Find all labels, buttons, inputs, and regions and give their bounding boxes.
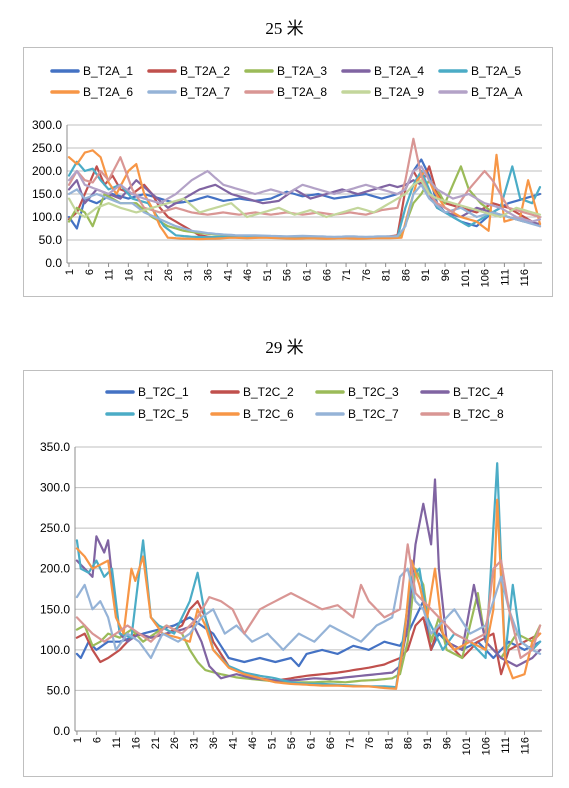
series-line-B_T2A_9: [67, 179, 542, 219]
y-tick-label: 300.0: [32, 118, 62, 132]
x-tick-label: 26: [163, 269, 175, 281]
x-tick-label: 21: [150, 737, 162, 749]
x-tick-label: 11: [104, 269, 116, 280]
x-tick-label: 46: [242, 269, 254, 281]
y-tick-label: 250.0: [32, 141, 62, 155]
y-tick-label: 100.0: [32, 210, 62, 224]
x-tick-label: 1: [72, 737, 84, 743]
legend-label: B_T2A_4: [374, 64, 424, 78]
x-tick-label: 51: [267, 737, 279, 749]
x-tick-label: 51: [262, 269, 274, 281]
x-tick-label: 91: [422, 737, 434, 749]
x-tick-label: 56: [282, 269, 294, 281]
x-tick-label: 91: [420, 269, 432, 281]
x-tick-label: 11: [111, 737, 123, 748]
x-tick-label: 1: [64, 269, 76, 275]
x-tick-label: 41: [222, 269, 234, 281]
y-tick-label: 50.0: [39, 233, 63, 247]
legend-label: B_T2C_4: [453, 385, 504, 399]
x-tick-label: 61: [305, 737, 317, 749]
legend-label: B_T2A_5: [471, 64, 521, 78]
series-line-B_T2C_6: [75, 498, 542, 690]
x-tick-label: 56: [286, 737, 298, 749]
chart-1-title: 25 米: [265, 19, 304, 38]
x-tick-label: 106: [480, 269, 492, 287]
legend-label: B_T2C_7: [348, 407, 399, 421]
legend-label: B_T2A_2: [180, 64, 230, 78]
x-tick-label: 16: [130, 737, 142, 749]
chart-1-panel: 0.0 50.0 100.0 150.0 200.0 250.0 300.0 1 6 11 16 21…: [23, 47, 553, 297]
legend-label: B_T2C_3: [348, 385, 399, 399]
x-tick-label: 41: [228, 737, 240, 749]
series-line-B_T2C_3: [75, 567, 542, 684]
x-tick-label: 96: [442, 737, 454, 749]
legend-label: B_T2A_9: [374, 85, 424, 99]
x-tick-label: 16: [123, 269, 135, 281]
x-tick-label: 71: [344, 737, 356, 749]
x-tick-label: 66: [325, 737, 337, 749]
x-tick-label: 6: [91, 737, 103, 743]
x-tick-label: 81: [383, 737, 395, 749]
y-tick-label: 0.0: [53, 724, 70, 738]
legend-label: B_T2A_1: [83, 64, 133, 78]
x-tick-label: 116: [519, 737, 531, 755]
x-tick-label: 46: [247, 737, 259, 749]
y-tick-label: 150.0: [40, 602, 70, 616]
x-tick-label: 116: [519, 269, 531, 287]
legend-label: B_T2C_6: [243, 407, 294, 421]
chart-2-title: 29 米: [265, 338, 304, 357]
legend-label: B_T2A_6: [83, 85, 133, 99]
y-tick-label: 100.0: [40, 643, 70, 657]
x-tick-label: 101: [461, 737, 473, 755]
x-tick-label: 26: [169, 737, 181, 749]
legend-label: B_T2C_2: [243, 385, 294, 399]
chart-2-panel: 0.0 50.0 100.0 150.0 200.0 250.0 300.0 350.0 1 6 1…: [23, 370, 553, 777]
x-tick-label: 86: [403, 737, 415, 749]
y-tick-label: 250.0: [40, 521, 70, 535]
x-tick-label: 61: [301, 269, 313, 281]
x-tick-label: 81: [381, 269, 393, 281]
legend-label: B_T2A_8: [277, 85, 327, 99]
x-tick-label: 6: [84, 269, 96, 275]
series-line-B_T2C_7: [75, 567, 542, 660]
y-tick-label: 0.0: [45, 256, 62, 270]
legend-label: B_T2C_1: [138, 385, 189, 399]
x-tick-label: 111: [499, 269, 511, 286]
legend-label: B_T2A_3: [277, 64, 327, 78]
x-tick-label: 36: [203, 269, 215, 281]
legend-label: B_T2C_5: [138, 407, 189, 421]
legend-label: B_T2A_7: [180, 85, 230, 99]
series-line-B_T2A_7: [67, 183, 542, 238]
x-tick-label: 66: [321, 269, 333, 281]
x-tick-label: 86: [400, 269, 412, 281]
x-tick-label: 31: [189, 737, 201, 749]
x-tick-label: 21: [143, 269, 155, 281]
y-tick-label: 150.0: [32, 187, 62, 201]
x-tick-label: 76: [361, 269, 373, 281]
x-tick-label: 111: [500, 737, 512, 754]
series-line-B_T2C_8: [75, 543, 542, 660]
x-tick-label: 31: [183, 269, 195, 281]
y-tick-label: 200.0: [32, 164, 62, 178]
series-line-B_T2A_A: [67, 165, 542, 223]
x-tick-label: 96: [440, 269, 452, 281]
legend-label: B_T2A_A: [471, 85, 522, 99]
y-tick-label: 200.0: [40, 562, 70, 576]
x-tick-label: 76: [364, 737, 376, 749]
x-tick-label: 101: [460, 269, 472, 287]
x-tick-label: 36: [208, 737, 220, 749]
y-tick-label: 300.0: [40, 481, 70, 495]
x-tick-label: 106: [481, 737, 493, 755]
x-tick-label: 71: [341, 269, 353, 281]
legend-label: B_T2C_8: [453, 407, 504, 421]
y-tick-label: 50.0: [47, 683, 71, 697]
y-tick-label: 350.0: [40, 440, 70, 454]
